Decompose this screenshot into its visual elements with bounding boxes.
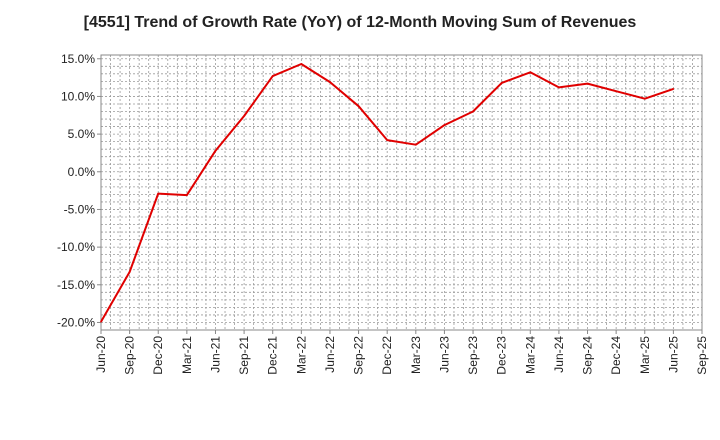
data-point xyxy=(100,320,102,323)
x-tick-label: Mar-24 xyxy=(523,336,537,374)
x-axis-tick-labels: Jun-20 Sep-20 Dec-20 Mar-21 Jun-21 Sep-21 Dec-… xyxy=(94,330,709,375)
y-tick-label: 5.0% xyxy=(68,127,96,141)
plot-frame xyxy=(100,54,703,331)
y-tick-label: 0.0% xyxy=(68,165,96,179)
x-tick-label: Sep-23 xyxy=(466,336,480,375)
data-point xyxy=(500,82,503,84)
x-tick-label: Jun-24 xyxy=(552,336,566,373)
data-point xyxy=(243,115,245,117)
data-point xyxy=(472,110,474,113)
x-tick-label: Sep-21 xyxy=(237,336,251,375)
data-point xyxy=(386,139,388,141)
x-tick-label: Jun-23 xyxy=(437,336,451,373)
x-tick-label: Jun-20 xyxy=(94,336,108,373)
x-tick-label: Mar-22 xyxy=(294,336,308,374)
x-tick-label: Mar-21 xyxy=(180,336,194,374)
data-point xyxy=(643,97,646,100)
data-point xyxy=(157,192,160,195)
x-tick-label: Sep-20 xyxy=(123,336,137,375)
y-tick-label: -10.0% xyxy=(57,240,95,254)
grid-lines xyxy=(101,55,702,330)
x-tick-label: Jun-21 xyxy=(208,336,222,373)
series-lines xyxy=(100,63,675,323)
x-tick-label: Mar-25 xyxy=(638,336,652,374)
x-tick-label: Jun-25 xyxy=(666,336,680,373)
y-tick-label: -20.0% xyxy=(57,315,95,329)
y-tick-label: 10.0% xyxy=(61,89,95,103)
data-point xyxy=(214,149,217,152)
x-tick-label: Dec-24 xyxy=(609,336,623,375)
data-point xyxy=(357,105,360,108)
data-point xyxy=(271,75,274,77)
chart-title: [4551] Trend of Growth Rate (YoY) of 12-… xyxy=(83,14,637,31)
x-tick-label: Sep-25 xyxy=(695,336,709,375)
x-tick-label: Dec-21 xyxy=(266,336,280,375)
y-tick-label: -15.0% xyxy=(57,278,95,292)
data-point xyxy=(300,63,303,65)
x-tick-label: Dec-20 xyxy=(151,336,165,375)
x-tick-label: Dec-22 xyxy=(380,336,394,375)
data-point xyxy=(558,86,560,89)
data-point xyxy=(586,82,589,85)
y-axis-tick-labels: 15.0% 10.0% 5.0% 0.0% -5.0% -10.0% -15.0% -20.0… xyxy=(57,52,101,329)
y-tick-label: -5.0% xyxy=(64,202,96,216)
data-point xyxy=(443,124,446,126)
data-point xyxy=(415,143,417,146)
data-point xyxy=(128,271,131,273)
x-tick-label: Sep-24 xyxy=(581,336,595,375)
data-point xyxy=(186,194,188,196)
data-point xyxy=(529,71,532,74)
y-tick-label: 15.0% xyxy=(61,52,95,66)
x-tick-label: Mar-23 xyxy=(409,336,423,374)
data-point xyxy=(615,90,617,92)
x-tick-label: Sep-22 xyxy=(352,336,366,375)
data-point xyxy=(329,81,331,83)
x-tick-label: Dec-23 xyxy=(495,336,509,375)
x-tick-label: Jun-22 xyxy=(323,336,337,373)
data-point xyxy=(672,88,675,90)
